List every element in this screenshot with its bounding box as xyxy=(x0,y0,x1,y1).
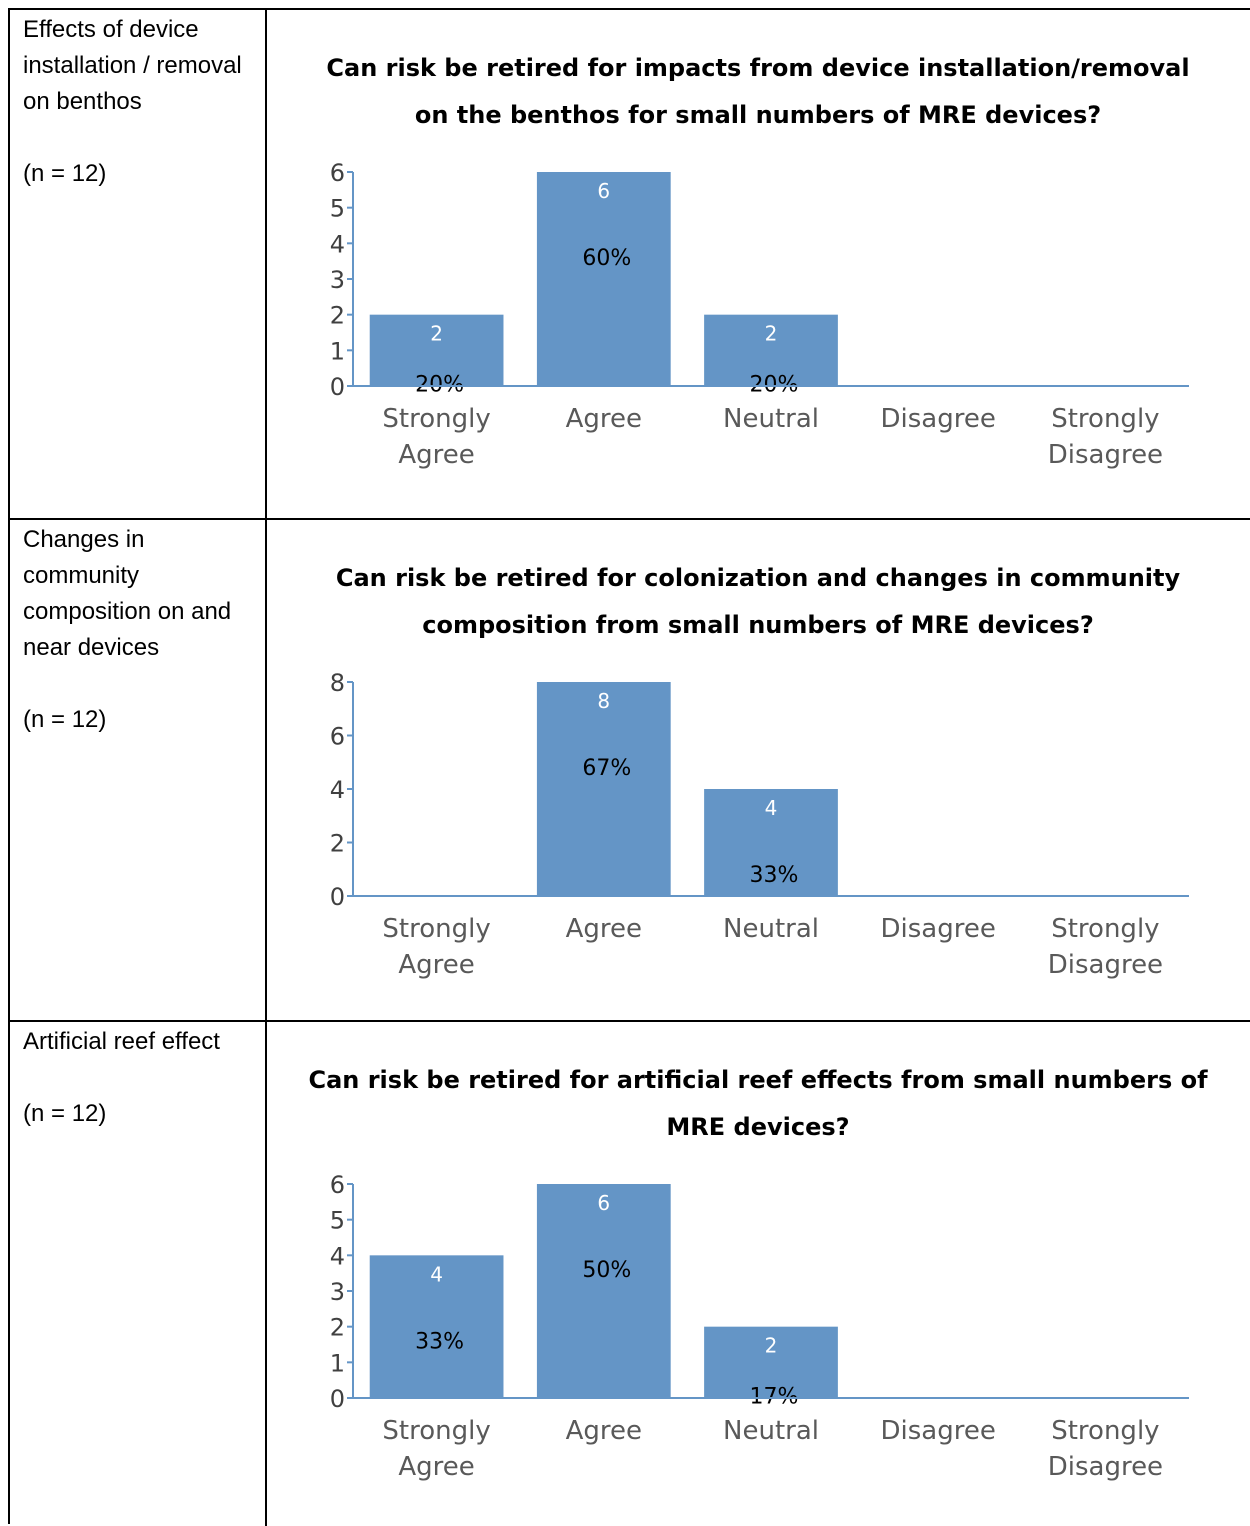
chart-title-line: composition from small numbers of MRE de… xyxy=(422,611,1094,639)
bar-value-label: 4 xyxy=(430,1262,443,1286)
row-label-cell: Effects of device installation / removal… xyxy=(10,10,267,518)
y-tick-label: 4 xyxy=(330,776,345,804)
bar-percent-label: 60% xyxy=(582,246,631,271)
y-tick-label: 0 xyxy=(330,373,345,401)
y-tick-label: 6 xyxy=(330,1171,345,1199)
x-category-label: Neutral xyxy=(723,404,819,434)
x-category-label: Neutral xyxy=(723,1416,819,1446)
y-tick-label: 0 xyxy=(330,883,345,911)
x-category-label: Disagree xyxy=(881,1416,996,1446)
sample-size: (n = 12) xyxy=(23,1100,107,1127)
chart-title-line: MRE devices? xyxy=(666,1113,849,1141)
bar-value-label: 2 xyxy=(430,322,443,346)
x-category-label: Strongly xyxy=(382,1416,490,1446)
x-category-label: Agree xyxy=(566,914,642,944)
x-category-label: Strongly xyxy=(1051,1416,1159,1446)
table-row: Changes in community composition on and … xyxy=(10,520,1250,1022)
bar xyxy=(704,1326,838,1398)
x-category-label: Disagree xyxy=(1048,950,1163,980)
bar xyxy=(704,789,838,896)
chart-cell: Can risk be retired for impacts from dev… xyxy=(267,10,1250,518)
bar xyxy=(369,314,504,386)
x-category-label: Neutral xyxy=(723,914,819,944)
x-category-label: Agree xyxy=(566,1416,642,1446)
y-tick-label: 6 xyxy=(330,159,345,187)
x-category-label: Strongly xyxy=(382,404,490,434)
x-category-label: Agree xyxy=(398,1452,474,1482)
chart-title-line: Can risk be retired for colonization and… xyxy=(336,564,1181,592)
x-category-label: Agree xyxy=(566,404,642,434)
y-tick-label: 1 xyxy=(330,337,345,365)
row-label: Effects of device installation / removal… xyxy=(23,16,242,115)
sample-size: (n = 12) xyxy=(23,160,107,187)
bar-value-label: 2 xyxy=(765,322,778,346)
y-tick-label: 4 xyxy=(330,230,345,258)
y-tick-label: 8 xyxy=(330,669,345,697)
row-label: Artificial reef effect xyxy=(23,1028,220,1055)
row-label-cell: Changes in community composition on and … xyxy=(10,520,267,1020)
sample-size: (n = 12) xyxy=(23,706,107,733)
bar-value-label: 4 xyxy=(765,796,778,820)
bar-percent-label: 67% xyxy=(582,756,631,781)
y-tick-label: 1 xyxy=(330,1349,345,1377)
x-category-label: Disagree xyxy=(881,404,996,434)
row-label-cell: Artificial reef effect (n = 12) xyxy=(10,1022,267,1526)
bar-percent-label: 33% xyxy=(750,863,799,888)
x-category-label: Disagree xyxy=(881,914,996,944)
bar-chart: Can risk be retired for artificial reef … xyxy=(308,1066,1208,1482)
chart-title-line: on the benthos for small numbers of MRE … xyxy=(415,101,1101,129)
bar-percent-label: 50% xyxy=(582,1258,631,1283)
chart-title-line: Can risk be retired for artificial reef … xyxy=(308,1066,1208,1094)
bar xyxy=(369,1255,504,1398)
bar xyxy=(536,172,671,386)
x-category-label: Disagree xyxy=(1048,1452,1163,1482)
x-category-label: Strongly xyxy=(382,914,490,944)
chart-title-line: Can risk be retired for impacts from dev… xyxy=(326,54,1189,82)
bar-percent-label: 33% xyxy=(415,1329,464,1354)
y-tick-label: 4 xyxy=(330,1242,345,1270)
chart-cell: Can risk be retired for colonization and… xyxy=(267,520,1250,1020)
y-tick-label: 2 xyxy=(330,302,345,330)
bar-value-label: 6 xyxy=(597,1191,610,1215)
x-category-label: Agree xyxy=(398,440,474,470)
bar-value-label: 8 xyxy=(597,689,610,713)
table-row: Artificial reef effect (n = 12) Can risk… xyxy=(10,1022,1250,1526)
bar-chart: Can risk be retired for colonization and… xyxy=(330,564,1189,980)
x-category-label: Agree xyxy=(398,950,474,980)
x-category-label: Strongly xyxy=(1051,914,1159,944)
y-tick-label: 6 xyxy=(330,723,345,751)
table-row: Effects of device installation / removal… xyxy=(10,10,1250,520)
row-label: Changes in community composition on and … xyxy=(23,526,232,661)
y-tick-label: 3 xyxy=(330,266,345,294)
bar-value-label: 2 xyxy=(765,1334,778,1358)
results-table: Effects of device installation / removal… xyxy=(8,8,1250,1526)
bar xyxy=(536,682,671,896)
y-tick-label: 5 xyxy=(330,1207,345,1235)
y-tick-label: 2 xyxy=(330,1314,345,1342)
y-tick-label: 3 xyxy=(330,1278,345,1306)
y-tick-label: 0 xyxy=(330,1385,345,1413)
x-category-label: Strongly xyxy=(1051,404,1159,434)
chart-cell: Can risk be retired for artificial reef … xyxy=(267,1022,1250,1526)
bar xyxy=(536,1184,671,1398)
y-tick-label: 5 xyxy=(330,195,345,223)
x-category-label: Disagree xyxy=(1048,440,1163,470)
y-tick-label: 2 xyxy=(330,830,345,858)
bar-value-label: 6 xyxy=(597,179,610,203)
bar-chart: Can risk be retired for impacts from dev… xyxy=(326,54,1189,470)
bar xyxy=(704,314,838,386)
